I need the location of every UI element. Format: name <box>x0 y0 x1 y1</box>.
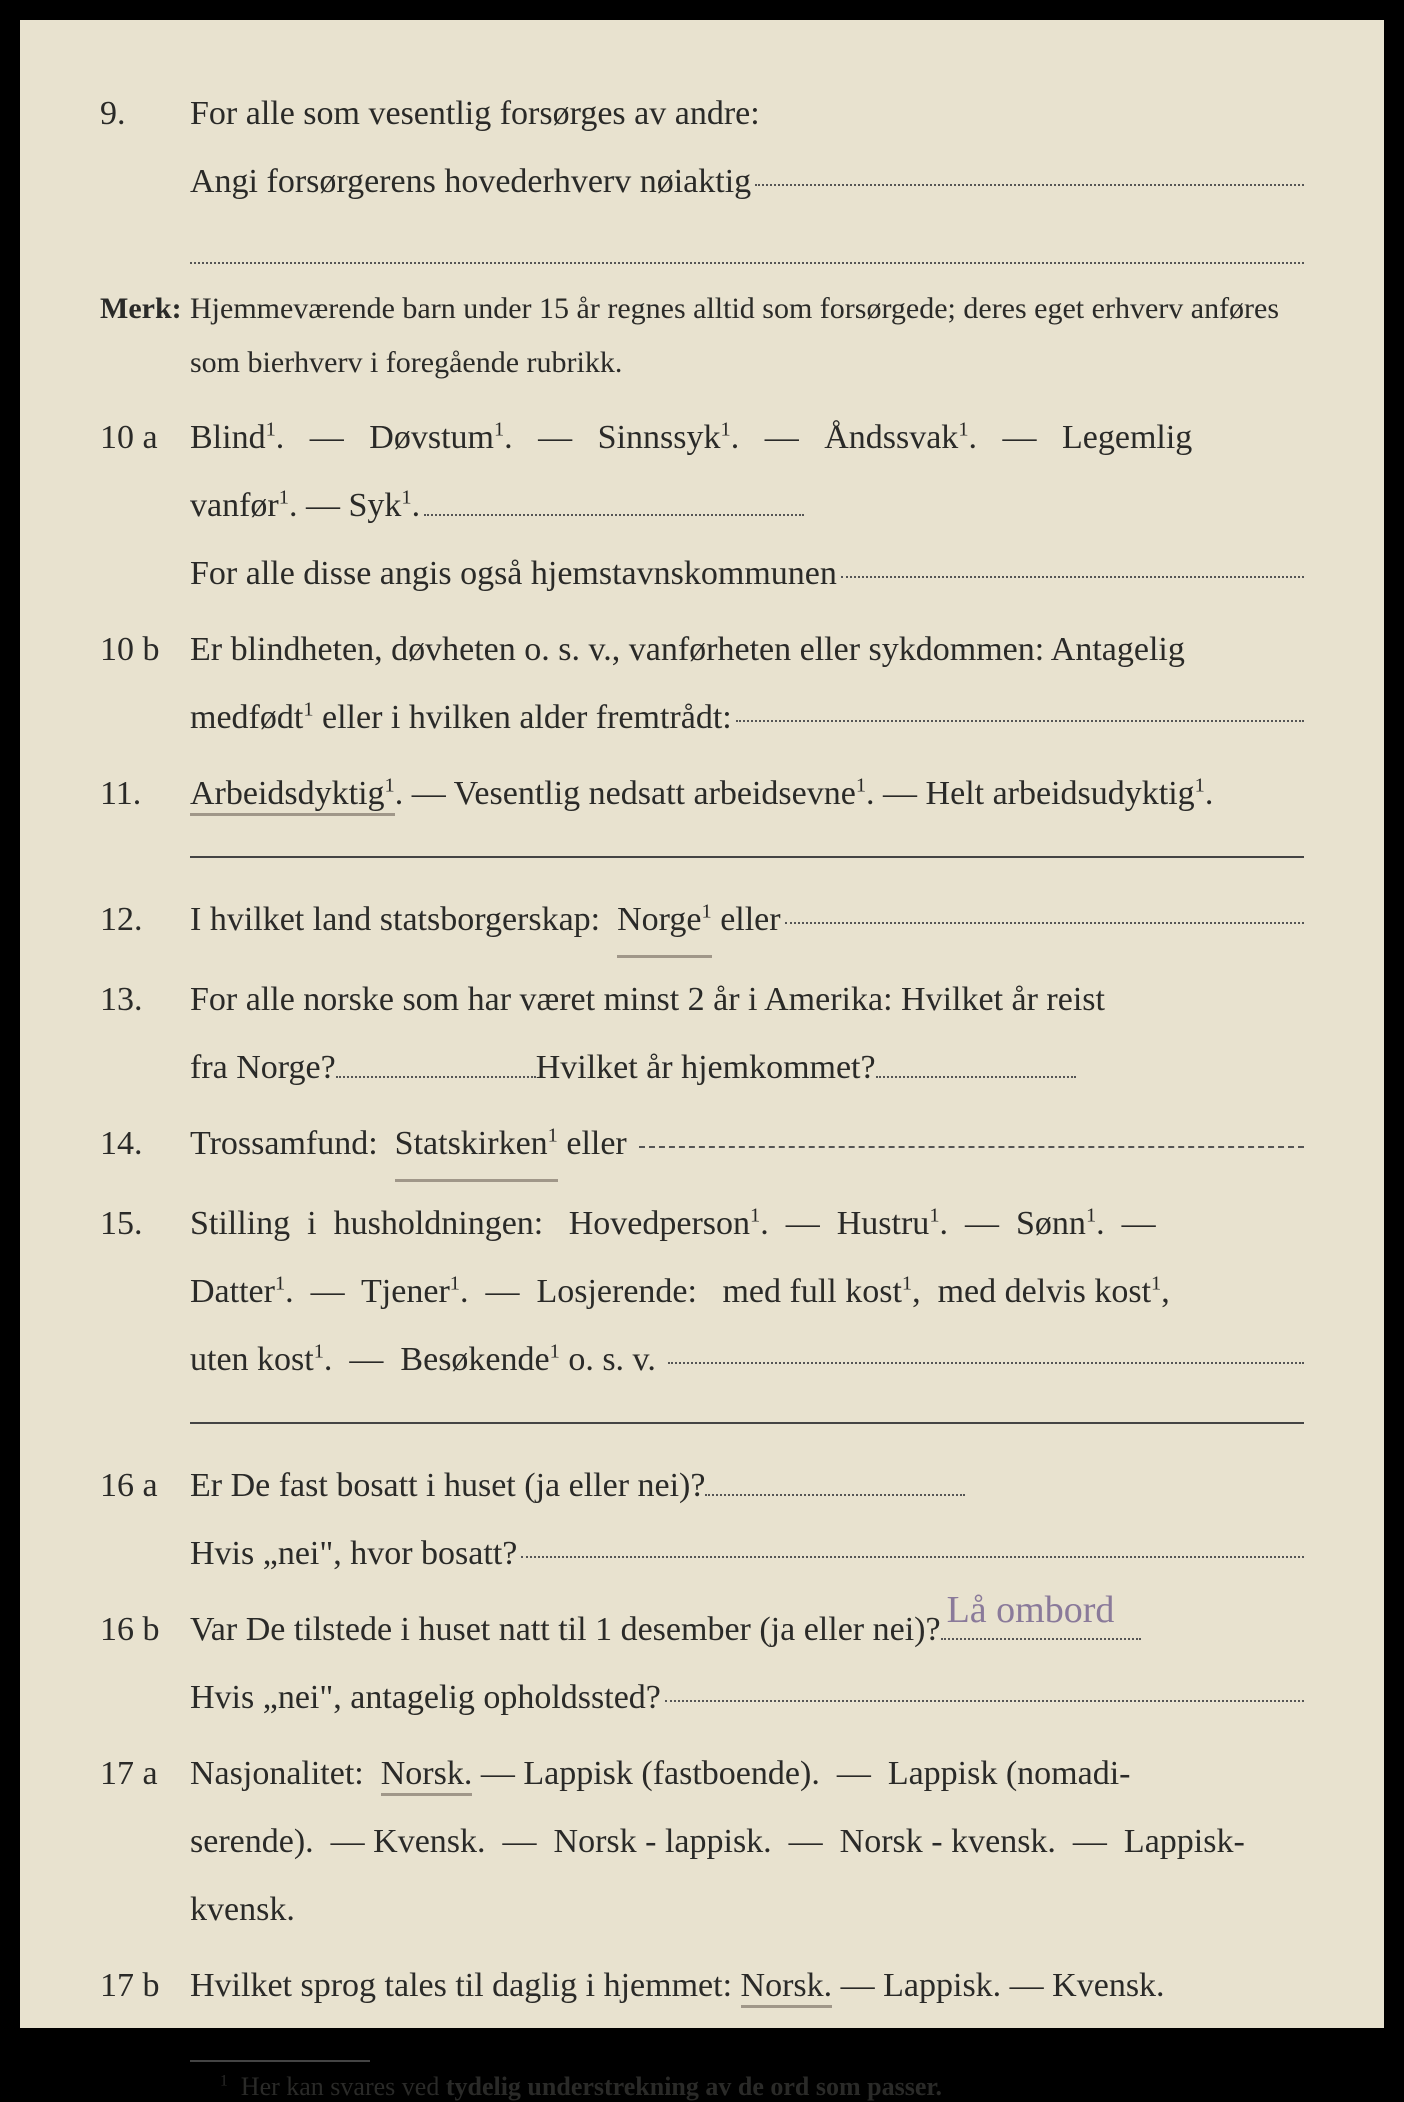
q10b-line2: medfødt1 eller i hvilken alder fremtrådt… <box>190 684 1304 752</box>
q11-underlined: Arbeidsdyktig1 <box>190 775 395 816</box>
q9-line2-text: Angi forsørgerens hovederhverv nøiaktig <box>190 148 751 216</box>
q16a-line1: Er De fast bosatt i huset (ja eller nei)… <box>190 1452 1304 1520</box>
question-10b: 10 b Er blindheten, døvheten o. s. v., v… <box>100 616 1304 752</box>
blank-line[interactable] <box>639 1146 1304 1148</box>
q12-underlined: Norge1 <box>617 886 712 958</box>
q13-line1: For alle norske som har været minst 2 år… <box>190 966 1304 1034</box>
q10b-content: Er blindheten, døvheten o. s. v., vanfør… <box>190 616 1304 752</box>
q17a-underlined: Norsk. <box>381 1755 473 1796</box>
footnote: 1 Her kan svares ved tydelig understrekn… <box>220 2072 1304 2102</box>
question-17a: 17 a Nasjonalitet: Norsk. — Lappisk (fas… <box>100 1740 1304 1944</box>
q17b-underlined: Norsk. <box>741 1967 833 2008</box>
document-page: 9. For alle som vesentlig forsørges av a… <box>20 20 1384 2028</box>
blank-line[interactable] <box>841 576 1304 578</box>
footnote-divider <box>190 2060 370 2062</box>
q15-line1: Stilling i husholdningen: Hovedperson1. … <box>190 1190 1304 1258</box>
question-17b: 17 b Hvilket sprog tales til daglig i hj… <box>100 1952 1304 2020</box>
q17a-number: 17 a <box>100 1755 190 1793</box>
q17b-content: Hvilket sprog tales til daglig i hjemmet… <box>190 1952 1304 2020</box>
blank-line[interactable] <box>876 1044 1076 1078</box>
q9-line2: Angi forsørgerens hovederhverv nøiaktig <box>190 148 1304 216</box>
q16a-number: 16 a <box>100 1467 190 1505</box>
q13-content: For alle norske som har været minst 2 år… <box>190 966 1304 1102</box>
q10b-line1: Er blindheten, døvheten o. s. v., vanfør… <box>190 616 1304 684</box>
merk-label: Merk: <box>100 292 190 326</box>
q17a-line1: Nasjonalitet: Norsk. — Lappisk (fastboen… <box>190 1740 1304 1808</box>
q9-content: For alle som vesentlig forsørges av andr… <box>190 80 1304 264</box>
blank-line[interactable] <box>785 922 1304 924</box>
q9-line1: For alle som vesentlig forsørges av andr… <box>190 80 1304 148</box>
blank-line[interactable] <box>665 1700 1304 1702</box>
divider <box>190 856 1304 858</box>
handwritten-answer: Lå ombord <box>947 1572 1115 1648</box>
note-merk: Merk: Hjemmeværende barn under 15 år reg… <box>100 282 1304 390</box>
blank-line[interactable] <box>521 1556 1304 1558</box>
question-9: 9. For alle som vesentlig forsørges av a… <box>100 80 1304 264</box>
question-13: 13. For alle norske som har været minst … <box>100 966 1304 1102</box>
q9-number: 9. <box>100 95 190 133</box>
blank-line[interactable] <box>705 1462 965 1496</box>
question-10a: 10 a Blind1. — Døvstum1. — Sinnssyk1. — … <box>100 404 1304 608</box>
blank-line[interactable] <box>336 1044 536 1078</box>
q10a-line3: For alle disse angis også hjemstavnskomm… <box>190 540 1304 608</box>
q10b-number: 10 b <box>100 631 190 669</box>
question-14: 14. Trossamfund: Statskirken1 eller <box>100 1110 1304 1182</box>
q15-line3: uten kost1. — Besøkende1 o. s. v. <box>190 1326 1304 1394</box>
merk-text: Hjemmeværende barn under 15 år regnes al… <box>190 282 1304 390</box>
q16b-line1: Var De tilstede i huset natt til 1 desem… <box>190 1596 1304 1664</box>
question-16b: 16 b Var De tilstede i huset natt til 1 … <box>100 1596 1304 1732</box>
q15-line2: Datter1. — Tjener1. — Losjerende: med fu… <box>190 1258 1304 1326</box>
q10a-content: Blind1. — Døvstum1. — Sinnssyk1. — Åndss… <box>190 404 1304 608</box>
q14-underlined: Statskirken1 <box>395 1110 558 1182</box>
question-15: 15. Stilling i husholdningen: Hovedperso… <box>100 1190 1304 1394</box>
blank-line[interactable] <box>424 482 804 516</box>
q16b-number: 16 b <box>100 1611 190 1649</box>
blank-line[interactable] <box>190 234 1304 264</box>
q10a-line3-text: For alle disse angis også hjemstavnskomm… <box>190 540 837 608</box>
question-16a: 16 a Er De fast bosatt i huset (ja eller… <box>100 1452 1304 1588</box>
q17b-number: 17 b <box>100 1967 190 2005</box>
q16a-line2: Hvis „nei", hvor bosatt? <box>190 1520 1304 1588</box>
q16b-line2: Hvis „nei", antagelig opholdssted? <box>190 1664 1304 1732</box>
q12-number: 12. <box>100 901 190 939</box>
q15-number: 15. <box>100 1205 190 1243</box>
q14-content: Trossamfund: Statskirken1 eller <box>190 1110 1304 1182</box>
question-11: 11. Arbeidsdyktig1. — Vesentlig nedsatt … <box>100 760 1304 828</box>
blank-line[interactable] <box>736 720 1304 722</box>
q10a-line1-wrap: Blind1. — Døvstum1. — Sinnssyk1. — Åndss… <box>190 404 1304 472</box>
q11-content: Arbeidsdyktig1. — Vesentlig nedsatt arbe… <box>190 760 1304 828</box>
q12-content: I hvilket land statsborgerskap: Norge1 e… <box>190 886 1304 958</box>
question-12: 12. I hvilket land statsborgerskap: Norg… <box>100 886 1304 958</box>
q17a-line2: serende). — Kvensk. — Norsk - lappisk. —… <box>190 1808 1304 1876</box>
q11-number: 11. <box>100 775 190 813</box>
q13-line2: fra Norge? Hvilket år hjemkommet? <box>190 1034 1304 1102</box>
q16b-content: Var De tilstede i huset natt til 1 desem… <box>190 1596 1304 1732</box>
q10a-number: 10 a <box>100 419 190 457</box>
blank-line[interactable] <box>668 1362 1304 1364</box>
divider <box>190 1422 1304 1424</box>
blank-line[interactable] <box>755 184 1304 186</box>
q14-number: 14. <box>100 1125 190 1163</box>
q15-content: Stilling i husholdningen: Hovedperson1. … <box>190 1190 1304 1394</box>
q10a-line2: vanfør1. — Syk1. <box>190 472 1304 540</box>
blank-line[interactable]: Lå ombord <box>941 1606 1141 1640</box>
q17a-line3: kvensk. <box>190 1876 1304 1944</box>
q17a-content: Nasjonalitet: Norsk. — Lappisk (fastboen… <box>190 1740 1304 1944</box>
q13-number: 13. <box>100 981 190 1019</box>
q16a-content: Er De fast bosatt i huset (ja eller nei)… <box>190 1452 1304 1588</box>
